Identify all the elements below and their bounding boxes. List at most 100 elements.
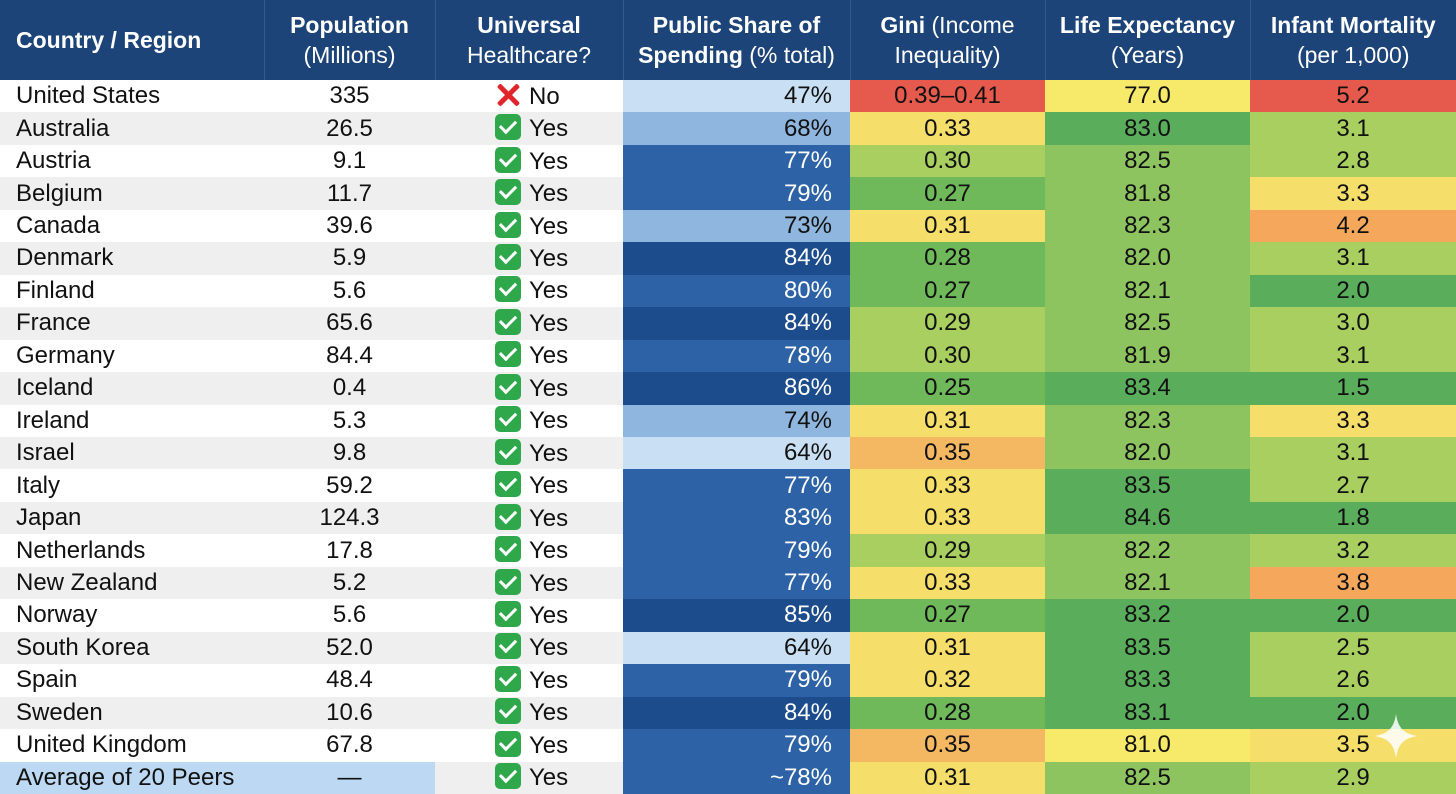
check-mark-icon: [495, 341, 521, 368]
population-cell: 17.8: [264, 534, 435, 567]
universal-healthcare-cell: Yes: [435, 599, 623, 632]
header-title: Universal: [477, 12, 581, 38]
public-share-cell: 79%: [623, 534, 850, 567]
public-share-cell: 78%: [623, 339, 850, 373]
life-expectancy-cell: 82.5: [1045, 307, 1250, 340]
table-row: Iceland 0.4 Yes 86% 0.25 83.4 1.5: [0, 372, 1456, 405]
country-cell: Japan: [0, 501, 264, 535]
population-cell: 48.4: [264, 664, 435, 697]
check-mark-icon: [495, 308, 521, 335]
universal-healthcare-value: Yes: [529, 115, 569, 143]
population-cell: 67.8: [264, 729, 435, 762]
life-expectancy-cell: 81.0: [1045, 729, 1250, 762]
public-share-cell: 79%: [623, 177, 850, 210]
universal-healthcare-value: Yes: [529, 764, 569, 792]
check-mark-icon: [495, 114, 521, 141]
life-expectancy-cell: 82.1: [1045, 274, 1250, 308]
universal-healthcare-cell: Yes: [435, 664, 623, 697]
gini-cell: 0.28: [850, 696, 1045, 730]
table-row: Ireland 5.3 Yes 74% 0.31 82.3 3.3: [0, 404, 1456, 437]
table-row: Germany 84.4 Yes 78% 0.30 81.9 3.1: [0, 339, 1456, 373]
life-expectancy-cell: 83.1: [1045, 696, 1250, 730]
header-title: Infant Mortality: [1270, 12, 1436, 38]
population-cell: 84.4: [264, 339, 435, 373]
public-share-header: Public Share of Spending (% total): [623, 0, 851, 80]
country-header: Country / Region: [0, 0, 265, 80]
table-row: Netherlands 17.8 Yes 79% 0.29 82.2 3.2: [0, 534, 1456, 567]
public-share-cell: 80%: [623, 274, 850, 308]
public-share-cell: 84%: [623, 307, 850, 340]
header-title: Gini: [880, 12, 926, 38]
universal-healthcare-value: Yes: [529, 309, 569, 337]
infant-mortality-cell: 2.0: [1250, 696, 1456, 730]
check-mark-icon: [495, 536, 521, 563]
population-cell: 11.7: [264, 177, 435, 210]
universal-healthcare-value: Yes: [529, 244, 569, 272]
header-title: Population: [290, 12, 409, 38]
infant-mortality-cell: 2.7: [1250, 469, 1456, 502]
infant-mortality-cell: 2.6: [1250, 664, 1456, 697]
table-row: United Kingdom 67.8 Yes 79% 0.35 81.0 3.5: [0, 729, 1456, 762]
universal-healthcare-cell: Yes: [435, 501, 623, 535]
check-mark-icon: [495, 698, 521, 725]
universal-healthcare-header: Universal Healthcare?: [435, 0, 624, 80]
universal-healthcare-cell: Yes: [435, 177, 623, 210]
public-share-cell: ~78%: [623, 761, 850, 794]
life-expectancy-cell: 82.2: [1045, 534, 1250, 567]
infant-mortality-cell: 3.1: [1250, 436, 1456, 470]
public-share-cell: 85%: [623, 599, 850, 632]
table-row: Belgium 11.7 Yes 79% 0.27 81.8 3.3: [0, 177, 1456, 210]
infant-mortality-cell: 2.0: [1250, 274, 1456, 308]
life-expectancy-cell: 83.5: [1045, 469, 1250, 502]
universal-healthcare-cell: Yes: [435, 372, 623, 405]
life-expectancy-cell: 83.5: [1045, 631, 1250, 665]
country-cell: Canada: [0, 209, 264, 243]
gini-cell: 0.27: [850, 177, 1045, 210]
universal-healthcare-value: Yes: [529, 472, 569, 500]
public-share-cell: 77%: [623, 469, 850, 502]
population-cell: 5.3: [264, 404, 435, 437]
universal-healthcare-cell: Yes: [435, 112, 623, 145]
public-share-cell: 84%: [623, 242, 850, 275]
universal-healthcare-value: Yes: [529, 407, 569, 435]
life-expectancy-cell: 83.0: [1045, 112, 1250, 145]
life-expectancy-header: Life Expectancy (Years): [1045, 0, 1251, 80]
universal-healthcare-value: Yes: [529, 634, 569, 662]
country-cell: Iceland: [0, 372, 264, 405]
infant-mortality-cell: 3.3: [1250, 404, 1456, 437]
check-mark-icon: [495, 471, 521, 498]
gini-header: Gini (Income Inequality): [850, 0, 1046, 80]
population-cell: 52.0: [264, 631, 435, 665]
check-mark-icon: [495, 730, 521, 757]
check-mark-icon: [495, 211, 521, 238]
infant-mortality-cell: 3.5: [1250, 729, 1456, 762]
life-expectancy-cell: 81.9: [1045, 339, 1250, 373]
universal-healthcare-cell: Yes: [435, 534, 623, 567]
country-cell: Italy: [0, 469, 264, 502]
life-expectancy-cell: 82.3: [1045, 209, 1250, 243]
population-cell: 65.6: [264, 307, 435, 340]
table-row: Australia 26.5 Yes 68% 0.33 83.0 3.1: [0, 112, 1456, 145]
header-title-line2: Spending: [638, 42, 743, 68]
check-mark-icon: [495, 568, 521, 595]
country-cell: Germany: [0, 339, 264, 373]
country-cell: Netherlands: [0, 534, 264, 567]
country-cell: Denmark: [0, 242, 264, 275]
header-subtitle: (Years): [1110, 42, 1185, 68]
check-mark-icon: [495, 146, 521, 173]
country-cell: Spain: [0, 664, 264, 697]
life-expectancy-cell: 77.0: [1045, 80, 1250, 113]
public-share-cell: 74%: [623, 404, 850, 437]
gini-cell: 0.30: [850, 144, 1045, 178]
life-expectancy-cell: 82.3: [1045, 404, 1250, 437]
universal-healthcare-value: Yes: [529, 699, 569, 727]
universal-healthcare-value: Yes: [529, 504, 569, 532]
infant-mortality-header: Infant Mortality (per 1,000): [1250, 0, 1456, 80]
table-row: Finland 5.6 Yes 80% 0.27 82.1 2.0: [0, 274, 1456, 308]
gini-cell: 0.29: [850, 534, 1045, 567]
universal-healthcare-cell: Yes: [435, 761, 623, 794]
universal-healthcare-cell: Yes: [435, 469, 623, 502]
universal-healthcare-value: Yes: [529, 212, 569, 240]
header-subtitle: (% total): [742, 42, 835, 68]
